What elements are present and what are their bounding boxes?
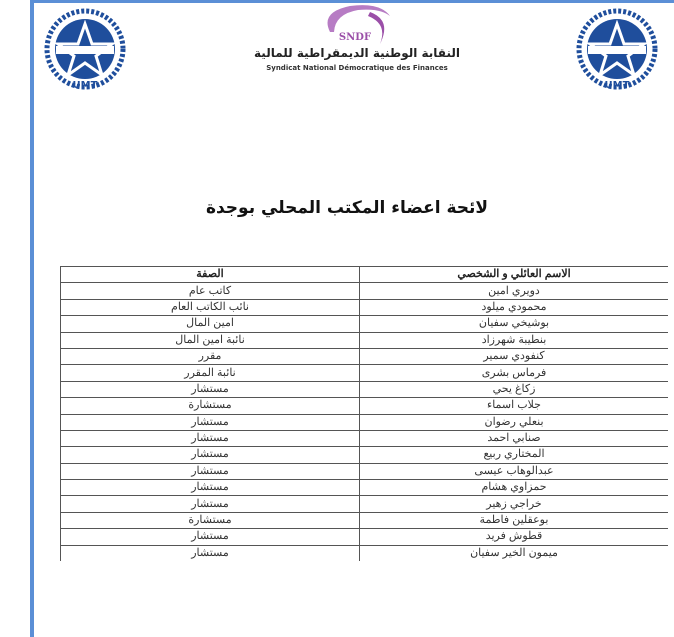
member-name: ميمون الخير سفيان (359, 544, 668, 562)
table-row: بنعلي رضوان مستشار (60, 413, 668, 431)
table-row: حمزاوي هشام مستشار (60, 479, 668, 496)
umt-logo-right: UMT (576, 8, 658, 90)
member-name: عبدالوهاب عيسى (359, 462, 668, 480)
table-row: كنفودي سمير مقرر (60, 347, 668, 365)
table-row: بوعقلين فاطمة مستشارة (60, 511, 668, 529)
table-row: قطوش فريد مستشار (60, 528, 668, 546)
document-title: لائحة اعضاء المكتب المحلي بوجدة (205, 198, 489, 218)
member-role: امين المال (60, 315, 360, 333)
table-row: بوشيخي سفيان امين المال (60, 315, 668, 333)
members-table: الاسم العائلي و الشخصي الصفة دويري امين ك… (60, 265, 668, 562)
umt-logo-left: UMT (44, 8, 126, 90)
member-name: المختاري ربيع (359, 446, 668, 464)
table-row: المختاري ربيع مستشار (60, 446, 668, 464)
member-role: كاتب عام (60, 282, 360, 300)
svg-text:SNDF: SNDF (339, 32, 371, 43)
member-name: كنفودي سمير (359, 347, 668, 365)
column-header-name: الاسم العائلي و الشخصي (359, 265, 668, 283)
member-role: مستشار (60, 413, 360, 431)
svg-text:UMT: UMT (73, 80, 98, 90)
column-header-role: الصفة (60, 265, 360, 283)
table-row: محمودي ميلود نائب الكاتب العام (60, 298, 668, 316)
member-name: زكاغ يحي (359, 380, 668, 398)
table-row: صنابي احمد مستشار (60, 429, 668, 447)
member-name: فرماس بشرى (359, 364, 668, 382)
member-name: بوشيخي سفيان (359, 315, 668, 333)
member-role: مستشار (60, 544, 360, 562)
member-name: صنابي احمد (359, 429, 668, 447)
member-role: مستشار (60, 446, 360, 464)
table-row: جلاب اسماء مستشارة (60, 397, 668, 415)
member-name: جلاب اسماء (359, 397, 668, 415)
member-role: مستشارة (60, 397, 360, 415)
member-role: نائب الكاتب العام (60, 298, 360, 316)
member-role: نائبة المقرر (60, 364, 360, 382)
member-role: مستشار (60, 429, 360, 447)
table-row: فرماس بشرى نائبة المقرر (60, 364, 668, 382)
member-role: مستشار (60, 528, 360, 546)
member-role: نائبة امين المال (60, 331, 360, 349)
org-name-french: Syndicat National Démocratique des Finan… (266, 64, 448, 72)
table-row: ميمون الخير سفيان مستشار (60, 544, 668, 562)
member-name: قطوش فريد (359, 528, 668, 546)
sndf-logo: SNDF (327, 5, 390, 44)
svg-text:UMT: UMT (605, 80, 630, 90)
member-role: مستشارة (60, 511, 360, 529)
org-name-arabic: النقابة الوطنية الديمقراطية للمالية (254, 46, 460, 60)
page-frame-left (30, 0, 34, 637)
table-header-row: الاسم العائلي و الشخصي الصفة (60, 265, 668, 283)
table-row: زكاغ يحي مستشار (60, 380, 668, 398)
member-name: بوعقلين فاطمة (359, 511, 668, 529)
member-role: مستشار (60, 495, 360, 513)
member-role: مستشار (60, 462, 360, 480)
member-name: بنطيبة شهرزاد (359, 331, 668, 349)
member-role: مستشار (60, 479, 360, 496)
table-row: دويري امين كاتب عام (60, 282, 668, 300)
member-name: محمودي ميلود (359, 298, 668, 316)
member-name: بنعلي رضوان (359, 413, 668, 431)
table-row: خراجي زهير مستشار (60, 495, 668, 513)
member-name: حمزاوي هشام (359, 479, 668, 496)
member-role: مستشار (60, 380, 360, 398)
member-name: خراجي زهير (359, 495, 668, 513)
table-row: بنطيبة شهرزاد نائبة امين المال (60, 331, 668, 349)
page-frame-top (30, 0, 674, 3)
table-row: عبدالوهاب عيسى مستشار (60, 462, 668, 480)
member-name: دويري امين (359, 282, 668, 300)
member-role: مقرر (60, 347, 360, 365)
